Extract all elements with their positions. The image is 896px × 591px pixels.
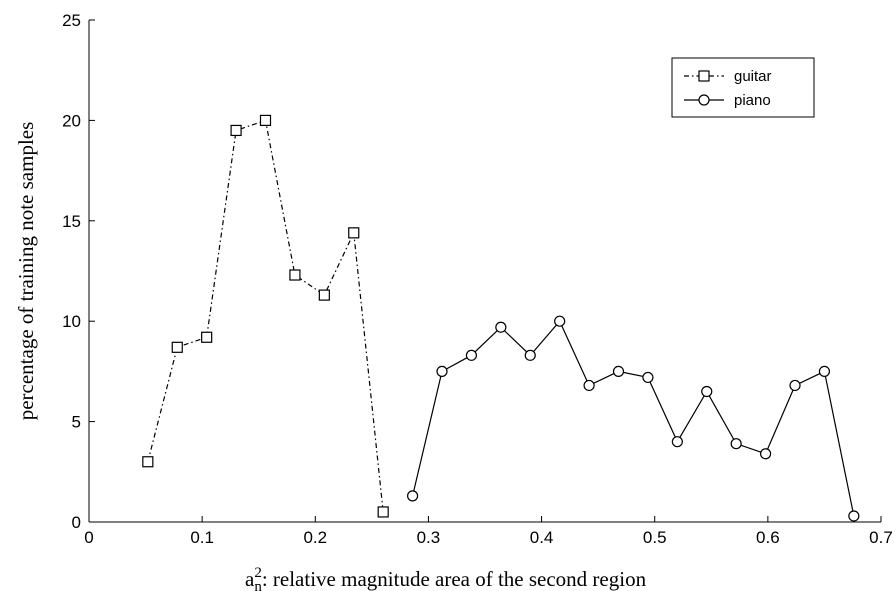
y-tick-label: 10 xyxy=(62,312,81,331)
guitar-marker xyxy=(142,456,154,468)
piano-line xyxy=(412,320,855,517)
piano-marker xyxy=(848,510,860,522)
piano-marker xyxy=(789,379,801,392)
piano-marker xyxy=(554,315,566,327)
piano-marker xyxy=(642,371,654,384)
series-layer xyxy=(142,114,860,522)
guitar-marker xyxy=(201,331,213,343)
piano-marker xyxy=(612,365,625,377)
piano-marker xyxy=(495,321,507,333)
x-tick-label: 0 xyxy=(84,528,93,547)
x-axis-label-base: a xyxy=(245,567,255,591)
piano-marker xyxy=(759,448,772,460)
guitar-marker xyxy=(318,289,330,301)
piano-marker xyxy=(465,349,478,361)
x-axis-label-superscript: 2 xyxy=(254,565,262,581)
x-tick-label: 0.3 xyxy=(417,528,441,547)
piano-marker xyxy=(583,379,595,392)
piano-marker xyxy=(436,365,448,377)
piano-marker xyxy=(701,385,713,398)
y-tick-label: 25 xyxy=(62,11,81,30)
y-axis-label: percentage of training note samples xyxy=(14,122,38,421)
guitar-marker xyxy=(230,124,242,137)
guitar-line xyxy=(147,119,384,513)
piano-marker xyxy=(818,365,831,377)
guitar-marker xyxy=(259,114,272,127)
x-tick-label: 0.4 xyxy=(530,528,554,547)
y-tick-label: 15 xyxy=(62,212,81,231)
guitar-marker xyxy=(348,227,360,239)
legend: guitar piano xyxy=(671,57,815,118)
piano-marker xyxy=(406,490,419,502)
x-tick-label: 0.7 xyxy=(869,528,893,547)
x-tick-label: 0.6 xyxy=(756,528,780,547)
legend-piano-marker xyxy=(698,94,710,106)
legend-guitar-marker xyxy=(698,70,710,82)
guitar-marker xyxy=(289,269,301,281)
x-axis-label-subscript: n xyxy=(254,579,262,591)
piano-marker xyxy=(730,438,742,450)
guitar-marker xyxy=(171,341,183,353)
x-tick-label: 0.2 xyxy=(303,528,327,547)
y-tick-label: 5 xyxy=(72,413,81,432)
x-axis-label-text: : relative magnitude area of the second … xyxy=(262,567,647,591)
legend-box xyxy=(671,57,815,118)
y-tick-label: 20 xyxy=(62,111,81,130)
legend-label-guitar: guitar xyxy=(734,68,772,85)
x-axis-label: an2: relative magnitude area of the seco… xyxy=(245,565,647,591)
series-guitar xyxy=(142,114,389,518)
x-tick-label: 0.5 xyxy=(643,528,667,547)
series-piano xyxy=(406,315,860,522)
guitar-marker xyxy=(377,506,389,518)
x-tick-label: 0.1 xyxy=(190,528,214,547)
axes: 0 0.1 0.2 0.3 0.4 0.5 0.6 0.7 0 5 10 15 20 25 xyxy=(62,11,893,547)
y-tick-label: 0 xyxy=(72,513,81,532)
piano-marker xyxy=(524,349,536,361)
piano-marker xyxy=(671,436,683,448)
legend-label-piano: piano xyxy=(734,92,771,109)
